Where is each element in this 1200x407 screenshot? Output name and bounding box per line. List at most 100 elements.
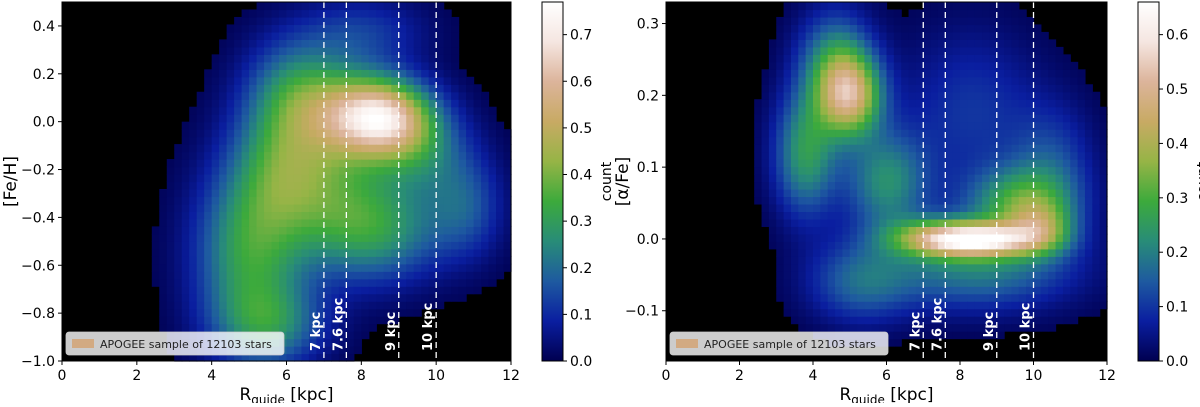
- heatmap-cell: [864, 129, 873, 138]
- heatmap-cell: [805, 301, 814, 310]
- heatmap-cell: [368, 256, 377, 265]
- heatmap-cell: [790, 203, 799, 213]
- heatmap-cell: [496, 188, 505, 198]
- heatmap-cell: [864, 31, 873, 40]
- heatmap-cell: [204, 211, 213, 220]
- heatmap-cell: [293, 24, 303, 33]
- heatmap-cell: [211, 226, 220, 235]
- heatmap-cell: [481, 151, 490, 160]
- heatmap-cell: [1099, 286, 1108, 295]
- heatmap-cell: [864, 286, 873, 295]
- heatmap-cell: [864, 16, 873, 26]
- heatmap-cell: [967, 31, 976, 40]
- heatmap-cell: [264, 174, 273, 183]
- heatmap-cell: [481, 203, 490, 213]
- heatmap-cell: [301, 144, 310, 153]
- heatmap-cell: [923, 121, 932, 130]
- heatmap-cell: [1033, 24, 1042, 33]
- heatmap-cell: [761, 114, 770, 123]
- heatmap-cell: [937, 61, 946, 70]
- heatmap-cell: [308, 39, 318, 48]
- heatmap-cell: [279, 211, 288, 220]
- heatmap-cell: [473, 256, 482, 265]
- heatmap-cell: [937, 9, 946, 18]
- heatmap-cell: [316, 256, 325, 265]
- heatmap-cell: [996, 226, 1005, 235]
- heatmap-cell: [316, 271, 325, 280]
- heatmap-cell: [952, 76, 961, 85]
- heatmap-cell: [835, 54, 843, 63]
- heatmap-cell: [1004, 24, 1013, 33]
- heatmap-cell: [974, 9, 983, 18]
- heatmap-cell: [864, 196, 873, 205]
- heatmap-cell: [798, 54, 807, 63]
- heatmap-cell: [761, 121, 770, 130]
- heatmap-cell: [234, 226, 243, 235]
- heatmap-cell: [451, 54, 460, 63]
- heatmap-cell: [761, 211, 770, 220]
- heatmap-cell: [805, 181, 814, 190]
- heatmap-cell: [1033, 159, 1042, 168]
- heatmap-cell: [974, 308, 983, 317]
- heatmap-cell: [790, 91, 799, 100]
- heatmap-cell: [279, 233, 288, 242]
- heatmap-cell: [996, 271, 1005, 280]
- heatmap-cell: [211, 106, 220, 115]
- heatmap-cell: [308, 91, 318, 100]
- heatmap-cell: [893, 174, 902, 183]
- heatmap-cell: [805, 166, 814, 175]
- heatmap-cell: [1011, 188, 1020, 198]
- heatmap-cell: [1055, 46, 1064, 55]
- heatmap-cell: [923, 54, 932, 63]
- heatmap-cell: [398, 9, 407, 18]
- heatmap-cell: [443, 166, 452, 175]
- heatmap-cell: [279, 323, 288, 332]
- heatmap-cell: [264, 84, 273, 93]
- heatmap-cell: [1092, 144, 1101, 153]
- heatmap-cell: [989, 129, 998, 138]
- heatmap-cell: [174, 233, 183, 242]
- heatmap-cell: [989, 54, 998, 63]
- heatmap-cell: [241, 99, 250, 108]
- heatmap-cell: [908, 106, 917, 115]
- heatmap-cell: [989, 211, 998, 220]
- heatmap-cell: [219, 46, 228, 55]
- heatmap-cell: [1040, 114, 1049, 123]
- heatmap-cell: [989, 278, 998, 287]
- heatmap-cell: [776, 188, 785, 198]
- heatmap-cell: [827, 286, 836, 295]
- heatmap-cell: [473, 136, 482, 145]
- heatmap-cell: [923, 233, 932, 242]
- heatmap-cell: [159, 233, 168, 242]
- heatmap-cell: [930, 203, 939, 213]
- heatmap-cell: [368, 278, 377, 287]
- heatmap-cell: [353, 181, 362, 190]
- heatmap-cell: [293, 346, 303, 355]
- heatmap-cell: [982, 241, 990, 250]
- heatmap-cell: [436, 2, 445, 11]
- heatmap-cell: [864, 144, 873, 153]
- heatmap-cell: [241, 31, 250, 40]
- heatmap-cell: [189, 188, 198, 198]
- heatmap-cell: [1084, 136, 1093, 145]
- heatmap-cell: [893, 69, 902, 78]
- heatmap-cell: [996, 174, 1005, 183]
- heatmap-cell: [952, 84, 961, 93]
- heatmap-cell: [383, 144, 392, 153]
- heatmap-cell: [1026, 278, 1035, 287]
- heatmap-cell: [376, 69, 385, 78]
- heatmap-cell: [908, 129, 917, 138]
- heatmap-cell: [960, 308, 968, 317]
- heatmap-cell: [974, 114, 983, 123]
- heatmap-cell: [849, 24, 858, 33]
- heatmap-cell: [361, 166, 370, 175]
- heatmap-cell: [226, 91, 235, 100]
- heatmap-cell: [783, 226, 792, 235]
- heatmap-cell: [1055, 106, 1064, 115]
- heatmap-cell: [1092, 136, 1101, 145]
- heatmap-cell: [428, 129, 437, 138]
- heatmap-cell: [361, 196, 370, 205]
- heatmap-cell: [166, 308, 175, 317]
- heatmap-cell: [226, 263, 235, 272]
- heatmap-cell: [346, 9, 355, 18]
